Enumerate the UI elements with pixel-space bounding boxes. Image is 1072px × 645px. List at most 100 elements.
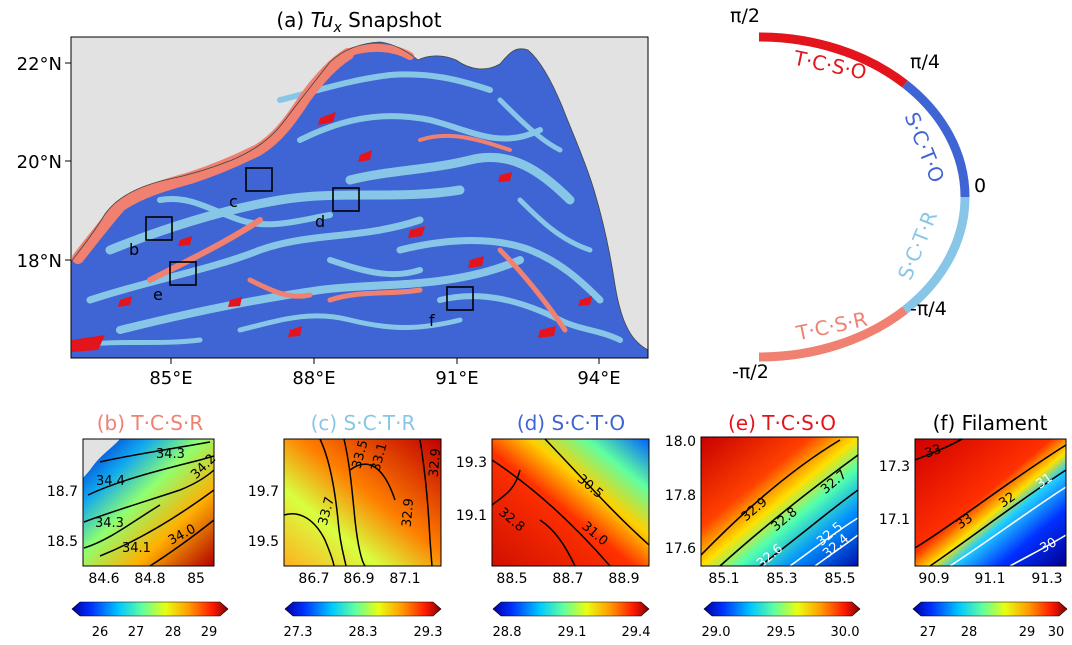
subpanel-d-ytick-0: 19.3 xyxy=(456,455,487,471)
subpanel-f-xtick-0: 90.9 xyxy=(918,571,949,587)
wheel-label-sctr: S·C·T·R xyxy=(893,207,942,283)
subpanel-f-ytick-1: 17.1 xyxy=(879,512,910,528)
wheel-tick-pi2: π/2 xyxy=(730,5,760,27)
subpanel-b-ytick-1: 18.5 xyxy=(47,534,78,550)
tcsr-pattern xyxy=(72,43,568,333)
map-lat-axis: 22°N 20°N 18°N xyxy=(17,54,71,272)
lat-label-18: 18°N xyxy=(17,251,62,272)
lat-label-20: 20°N xyxy=(17,152,62,173)
subpanel-f-xtick-1: 91.1 xyxy=(974,571,1005,587)
svg-text:32.9: 32.9 xyxy=(400,498,417,528)
map-lon-axis: 85°E 88°E 91°E 94°E xyxy=(149,358,621,389)
subpanel-d-title: (d) S·C·T·O xyxy=(517,411,625,435)
subpanel-e-contours xyxy=(700,439,859,567)
region-label-b: b xyxy=(129,240,139,259)
subpanel-e-xtick-0: 85.1 xyxy=(708,571,739,587)
main-panel-title: (a) Tux Snapshot xyxy=(276,8,441,36)
svg-text:30.0: 30.0 xyxy=(831,625,860,640)
subpanel-e-axes: 18.0 17.8 17.6 85.1 85.3 85.5 xyxy=(665,434,856,587)
svg-text:27.3: 27.3 xyxy=(284,625,313,640)
subpanel-c-colorbar: 27.3 28.3 29.3 xyxy=(284,601,443,640)
svg-text:29.3: 29.3 xyxy=(414,625,443,640)
angle-wheel xyxy=(758,32,970,362)
tcso-pattern xyxy=(72,112,592,352)
svg-text:29: 29 xyxy=(1019,625,1036,640)
subpanel-d-ytick-1: 19.1 xyxy=(456,508,487,524)
region-box-d xyxy=(332,187,360,212)
subpanel-f-axes: 17.3 17.1 90.9 91.1 91.3 xyxy=(879,459,1063,587)
svg-text:28.3: 28.3 xyxy=(349,625,378,640)
svg-text:27: 27 xyxy=(920,625,937,640)
svg-text:33.1: 33.1 xyxy=(369,441,391,473)
map-frame xyxy=(70,36,649,359)
lon-label-88: 88°E xyxy=(292,368,335,389)
svg-text:29.0: 29.0 xyxy=(702,625,731,640)
svg-text:34.3: 34.3 xyxy=(95,516,124,531)
lon-label-85: 85°E xyxy=(149,368,192,389)
angle-wheel-labels: π/2 π/4 0 -π/4 -π/2 T·C·S·O S·C·T·O S·C·… xyxy=(730,5,986,383)
region-label-e: e xyxy=(153,285,163,304)
subpanel-b-axes: 18.7 18.5 84.6 84.8 85 xyxy=(47,484,205,587)
subpanel-b-title: (b) T·C·S·R xyxy=(97,411,204,435)
wheel-tick-pi4: π/4 xyxy=(910,51,940,73)
subpanel-e-xtick-1: 85.3 xyxy=(766,571,797,587)
subpanel-b-contours xyxy=(83,441,215,567)
svg-text:30: 30 xyxy=(1048,625,1065,640)
subpanel-f-colorbar: 27 28 29 30 xyxy=(912,601,1068,640)
wheel-segment-sctr xyxy=(902,196,970,314)
subpanel-c-contours xyxy=(283,438,433,567)
subpanel-c-title: (c) S·C·T·R xyxy=(311,411,416,435)
svg-text:33.5: 33.5 xyxy=(350,439,372,471)
subpanel-c-xtick-0: 86.7 xyxy=(298,571,329,587)
region-box-c xyxy=(245,167,273,192)
lon-label-91: 91°E xyxy=(435,368,478,389)
svg-text:33: 33 xyxy=(923,442,944,462)
main-panel: (a) Tux Snapshot xyxy=(17,8,649,389)
svg-text:34.3: 34.3 xyxy=(156,447,185,462)
subpanel-c-field xyxy=(284,439,441,566)
svg-text:29.4: 29.4 xyxy=(622,625,651,640)
wheel-segment-tcso xyxy=(758,32,908,88)
subpanel-d-contours xyxy=(491,438,650,567)
region-box-b xyxy=(145,216,173,241)
svg-text:26: 26 xyxy=(92,625,109,640)
region-label-f: f xyxy=(429,311,435,330)
subpanel-f-title: (f) Filament xyxy=(933,411,1048,435)
svg-text:33.7: 33.7 xyxy=(316,495,338,527)
subpanel-c-axes: 19.7 19.5 86.7 86.9 87.1 xyxy=(248,484,421,587)
subpanel-d-xtick-1: 88.7 xyxy=(552,571,583,587)
region-boxes xyxy=(145,167,474,311)
subpanel-e: (e) T·C·S·O 32.9 32.8 32.7 32.5 32.4 32.… xyxy=(665,411,861,640)
subpanel-b-land xyxy=(83,439,120,478)
svg-text:29: 29 xyxy=(201,625,218,640)
svg-text:28: 28 xyxy=(961,625,978,640)
svg-text:29.1: 29.1 xyxy=(558,625,587,640)
wheel-tick-neg-pi2: -π/2 xyxy=(732,361,769,383)
svg-text:29.5: 29.5 xyxy=(767,625,796,640)
region-box-f xyxy=(446,286,474,311)
subpanel-e-colorbar: 29.0 29.5 30.0 xyxy=(702,601,861,640)
wheel-segment-scto xyxy=(902,80,970,198)
subpanel-d: (d) S·C·T·O 30.5 32.8 31.0 19.3 19.1 88.… xyxy=(456,411,651,640)
subpanel-d-colorbar: 28.8 29.1 29.4 xyxy=(493,601,651,640)
subpanel-e-ytick-0: 18.0 xyxy=(665,434,696,450)
subpanel-e-field xyxy=(701,437,858,566)
region-label-d: d xyxy=(315,212,325,231)
subpanel-d-field xyxy=(492,439,649,566)
subpanel-c-ytick-1: 19.5 xyxy=(248,534,279,550)
subpanel-b-xtick-2: 85 xyxy=(187,571,205,587)
svg-text:28: 28 xyxy=(165,625,182,640)
subpanel-b-ytick-0: 18.7 xyxy=(47,484,78,500)
svg-text:28.8: 28.8 xyxy=(493,625,522,640)
subpanel-d-xtick-2: 88.9 xyxy=(608,571,639,587)
subpanel-f: (f) Filament 33 33 32 31 30 17.3 17.1 90… xyxy=(879,411,1068,640)
wheel-tick-neg-pi4: -π/4 xyxy=(910,298,947,320)
lat-label-22: 22°N xyxy=(17,54,62,75)
wheel-segment-tcsr xyxy=(758,306,908,362)
subpanel-b: (b) T·C·S·R 34.3 34.4 34.2 34.3 34.1 34.… xyxy=(47,411,229,640)
wheel-tick-0: 0 xyxy=(974,175,986,197)
subpanel-f-ytick-0: 17.3 xyxy=(879,459,910,475)
subpanel-e-ytick-2: 17.6 xyxy=(665,541,696,557)
subpanel-e-xtick-2: 85.5 xyxy=(824,571,855,587)
map-plot xyxy=(71,37,648,358)
